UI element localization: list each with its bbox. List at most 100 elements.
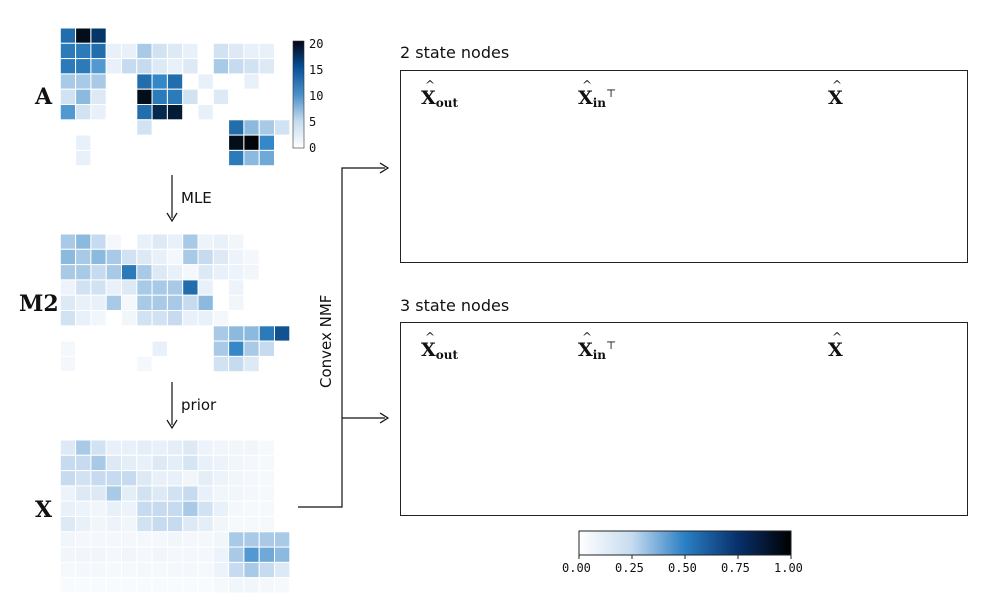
heatmap-cell-A [258, 42, 276, 60]
heatmap-cell-X [243, 561, 260, 579]
heatmap-cell-X [182, 454, 199, 472]
heatmap-cell-A [166, 42, 184, 60]
heatmap-cell-A [90, 27, 107, 44]
heatmap-cell-X [166, 500, 184, 518]
matrix-A-heatmap [59, 27, 291, 167]
heatmap-cell-M2 [228, 279, 245, 296]
arrow-label-mle: MLE [181, 189, 212, 207]
heatmap-cell-X [197, 439, 214, 456]
heatmap-cell-X [59, 470, 77, 487]
heatmap-cell-A [182, 58, 199, 75]
heatmap-cell-X [90, 454, 107, 472]
heatmap-cell-M2 [151, 310, 168, 327]
heatmap-cell-X [105, 470, 122, 487]
heatmap-cell-A [75, 134, 92, 151]
heatmap-cell-X [182, 561, 199, 579]
panel-title-3-state: 3 state nodes [400, 296, 510, 315]
heatmap-cell-M2 [151, 264, 168, 281]
heatmap-cell-X [151, 439, 168, 456]
heatmap-cell-M2 [59, 294, 77, 312]
heatmap-cell-X [258, 546, 276, 563]
heatmap-cell-A [59, 73, 77, 90]
heatmap-cell-X [274, 546, 291, 563]
heatmap-cell-A [90, 104, 107, 121]
header-xhat: X [828, 78, 843, 109]
heatmap-cell-A [59, 42, 77, 60]
heatmap-cell-M2 [136, 310, 153, 327]
heatmap-cell-A [59, 27, 77, 44]
matrix-label-A: A [35, 84, 53, 110]
heatmap-cell-M2 [90, 264, 107, 281]
heatmap-cell-A [90, 58, 107, 75]
heatmap-cell-X [105, 439, 122, 456]
heatmap-cell-X [197, 500, 214, 518]
heatmap-cell-M2 [197, 294, 214, 312]
heatmap-cell-M2 [166, 294, 184, 312]
heatmap-cell-X [258, 470, 276, 487]
heatmap-cell-X [258, 439, 276, 456]
heatmap-cell-M2 [90, 248, 107, 266]
heatmap-cell-M2 [182, 233, 199, 250]
colorbar-main-tick: 0.00 [562, 561, 591, 575]
heatmap-cell-A [243, 58, 260, 75]
heatmap-cell-M2 [166, 248, 184, 266]
heatmap-cell-M2 [182, 310, 199, 327]
heatmap-cell-X [75, 577, 92, 594]
heatmap-cell-A [197, 73, 214, 90]
heatmap-cell-A [90, 42, 107, 60]
heatmap-cell-X [136, 561, 153, 579]
heatmap-cell-M2 [166, 233, 184, 250]
heatmap-cell-M2 [151, 233, 168, 250]
heatmap-cell-A [136, 58, 153, 75]
heatmap-cell-X [166, 470, 184, 487]
heatmap-cell-A [59, 88, 77, 105]
heatmap-cell-A [258, 119, 276, 136]
heatmap-cell-X [151, 470, 168, 487]
heatmap-cell-A [136, 119, 153, 136]
heatmap-cell-M2 [121, 294, 138, 312]
heatmap-cell-X [105, 516, 122, 533]
heatmap-cell-A [182, 88, 199, 105]
heatmap-cell-A [90, 73, 107, 90]
heatmap-cell-M2 [243, 325, 260, 342]
heatmap-cell-X [90, 577, 107, 594]
heatmap-cell-A [212, 88, 230, 105]
heatmap-cell-X [228, 485, 245, 502]
heatmap-cell-X [166, 546, 184, 563]
heatmap-cell-X [151, 485, 168, 502]
heatmap-cell-X [75, 470, 92, 487]
heatmap-cell-X [151, 546, 168, 563]
heatmap-cell-A [75, 58, 92, 75]
heatmap-cell-M2 [136, 233, 153, 250]
heatmap-cell-X [243, 516, 260, 533]
header-xin-transpose: Xin⊤ [578, 330, 616, 362]
heatmap-cell-A [75, 27, 92, 44]
flow-arrows [166, 162, 390, 508]
heatmap-cell-X [59, 454, 77, 472]
heatmap-cell-X [136, 470, 153, 487]
heatmap-cell-X [151, 500, 168, 518]
heatmap-cell-A [75, 149, 92, 167]
heatmap-cell-M2 [90, 294, 107, 312]
heatmap-cell-X [197, 454, 214, 472]
heatmap-cell-M2 [121, 248, 138, 266]
heatmap-cell-X [105, 454, 122, 472]
heatmap-cell-M2 [105, 264, 122, 281]
heatmap-cell-X [151, 531, 168, 548]
heatmap-cell-A [151, 88, 168, 105]
heatmap-cell-M2 [59, 279, 77, 296]
heatmap-cell-X [75, 454, 92, 472]
panel-3-state-nodes [400, 322, 968, 516]
heatmap-cell-A [228, 42, 245, 60]
header-xhat: X [828, 330, 843, 361]
heatmap-cell-X [228, 546, 245, 563]
heatmap-cell-M2 [59, 233, 77, 250]
heatmap-cell-A [136, 104, 153, 121]
heatmap-cell-X [136, 485, 153, 502]
heatmap-cell-X [121, 516, 138, 533]
heatmap-cell-M2 [228, 248, 245, 266]
heatmap-cell-X [105, 485, 122, 502]
heatmap-cell-M2 [228, 340, 245, 357]
heatmap-cell-X [90, 485, 107, 502]
heatmap-cell-X [90, 470, 107, 487]
